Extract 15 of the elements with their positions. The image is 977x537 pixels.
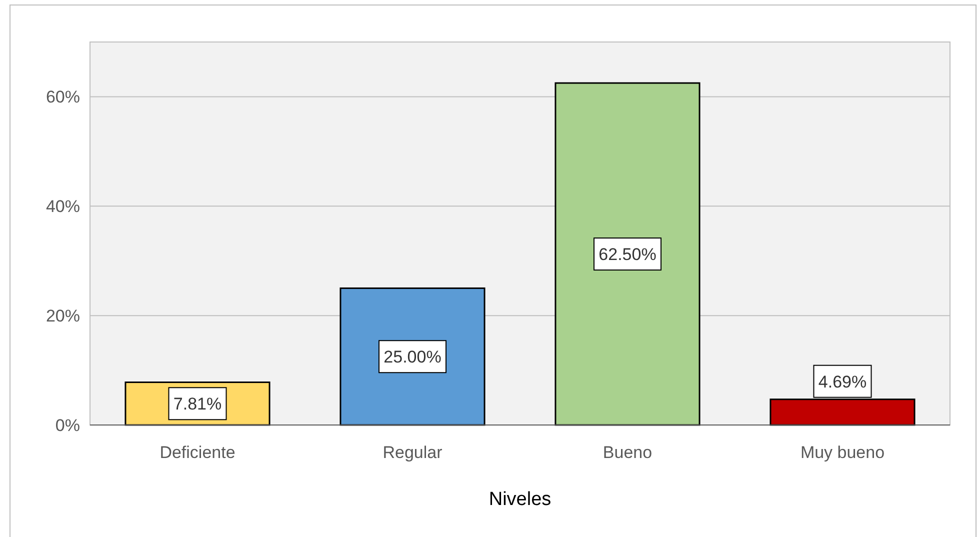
- y-tick-label: 40%: [46, 197, 80, 216]
- y-tick-label: 60%: [46, 88, 80, 107]
- x-axis-title: Niveles: [488, 489, 552, 510]
- y-tick-label: 20%: [46, 306, 80, 326]
- data-label: 4.69%: [818, 372, 867, 392]
- data-label: 62.50%: [598, 245, 656, 264]
- bar: [340, 287, 486, 426]
- data-label: 25.00%: [384, 348, 442, 367]
- bar: [554, 82, 700, 426]
- data-label: 7.81%: [173, 394, 222, 414]
- x-tick-label: Muy bueno: [800, 443, 885, 462]
- x-tick-label: Bueno: [602, 443, 652, 462]
- x-tick-label: Regular: [382, 443, 443, 462]
- y-tick-label: 0%: [55, 416, 80, 435]
- x-tick-label: Deficiente: [160, 443, 236, 462]
